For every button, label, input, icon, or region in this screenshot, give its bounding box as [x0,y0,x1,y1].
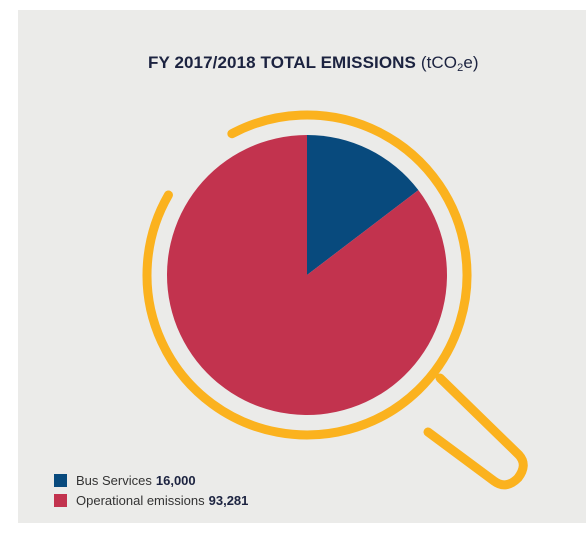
legend-value: 16,000 [155,472,196,488]
chart-title: FY 2017/2018 TOTAL EMISSIONS (tCO2e) [148,53,479,74]
unit-suffix: e) [463,53,479,72]
legend: Bus Services 16,000 Operational emission… [54,470,248,510]
pie-slice-bus-services [307,135,419,275]
legend-value: 93,281 [208,492,249,508]
legend-item-operational-emissions: Operational emissions 93,281 [54,490,248,510]
chart-title-text: FY 2017/2018 TOTAL EMISSIONS [148,53,416,72]
legend-swatch-operational-emissions [54,493,67,507]
chart-unit: (tCO2e) [420,53,479,74]
legend-label: Operational emissions [76,492,205,508]
pie-slices [166,135,447,415]
pie-slice-operational-emissions [166,135,447,415]
legend-swatch-bus-services [54,473,67,487]
unit-subscript: 2 [457,62,464,74]
magnifier-ring [142,110,472,440]
magnifying-glass-icon [142,110,528,490]
legend-label: Bus Services [76,472,152,488]
unit-prefix: (tCO [420,53,458,72]
magnifier-handle [423,373,528,490]
legend-item-bus-services: Bus Services 16,000 [54,470,248,490]
